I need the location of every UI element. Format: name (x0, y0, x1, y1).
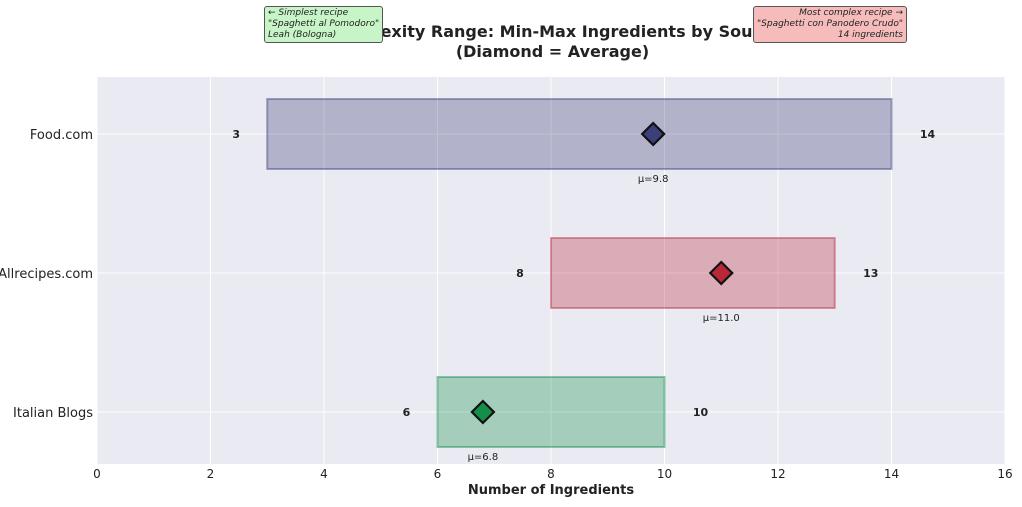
mean-diamond-marker (470, 399, 496, 425)
max-value-label: 10 (693, 406, 709, 419)
x-tick-label: 0 (93, 467, 101, 481)
x-tick-label: 14 (884, 467, 899, 481)
y-tick-label: Italian Blogs (13, 406, 93, 421)
y-tick-label: Allrecipes.com (0, 267, 93, 282)
mean-value-label: μ=6.8 (468, 452, 499, 463)
mean-value-label: μ=11.0 (703, 313, 740, 324)
min-value-label: 6 (403, 406, 411, 419)
chart-subtitle: (Diamond = Average) (455, 42, 650, 61)
min-value-label: 8 (516, 267, 524, 280)
min-value-label: 3 (232, 128, 240, 141)
x-tick-label: 2 (207, 467, 215, 481)
max-value-label: 14 (920, 128, 936, 141)
mean-value-label: μ=9.8 (638, 174, 669, 185)
x-tick-label: 4 (320, 467, 328, 481)
range-bar (266, 98, 893, 170)
simplest-recipe-annotation: ← Simplest recipe "Spaghetti al Pomodoro… (264, 6, 384, 43)
x-tick-label: 10 (657, 467, 672, 481)
chart-title: Complexity Range: Min-Max Ingredients by… (324, 22, 781, 41)
x-tick-label: 6 (434, 467, 442, 481)
x-tick-label: 8 (547, 467, 555, 481)
x-axis-label: Number of Ingredients (467, 483, 635, 498)
x-tick-label: 12 (770, 467, 785, 481)
x-tick-label: 16 (997, 467, 1012, 481)
max-value-label: 13 (863, 267, 878, 280)
mean-diamond-marker (708, 260, 734, 286)
chart-title-block: Complexity Range: Min-Max Ingredients by… (300, 22, 805, 62)
y-tick-label: Food.com (30, 128, 93, 143)
mean-diamond-marker (640, 121, 666, 147)
most-complex-recipe-annotation: Most complex recipe → "Spaghetti con Pan… (753, 6, 907, 43)
range-bar (550, 237, 836, 309)
